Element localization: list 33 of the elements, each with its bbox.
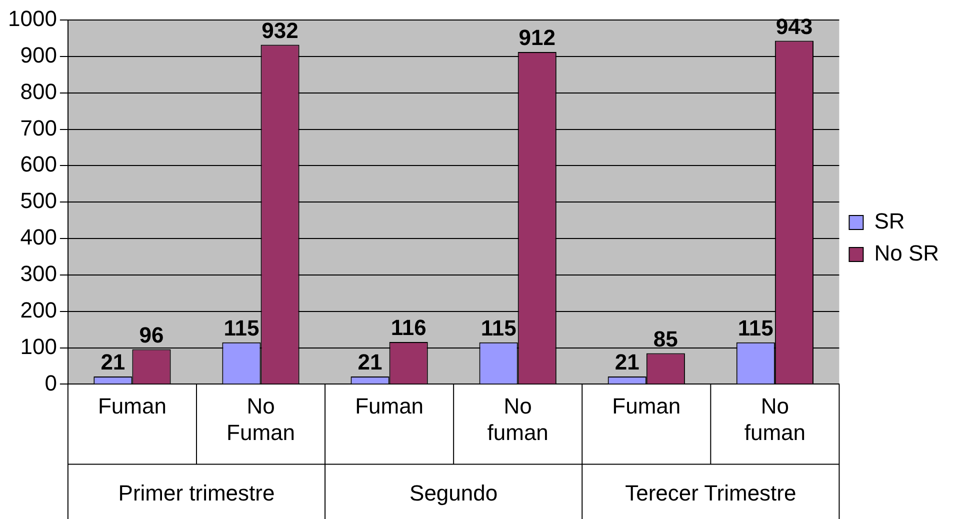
text: Primer trimestre xyxy=(118,480,275,506)
y-tick-label: 800 xyxy=(20,78,57,104)
data-label: 932 xyxy=(262,18,298,43)
data-label: 115 xyxy=(480,315,516,340)
data-label: 21 xyxy=(358,350,382,375)
y-tick-label: 1000 xyxy=(8,6,57,32)
data-label: 115 xyxy=(738,315,774,340)
text: Segundo xyxy=(410,480,498,506)
y-tick-label: 100 xyxy=(20,334,57,359)
y-tick-label: 200 xyxy=(20,297,57,322)
x-tick-label: No fuman xyxy=(487,393,548,445)
text: Terecer Trimestre xyxy=(625,480,796,506)
y-tick-label: 600 xyxy=(20,152,57,177)
data-label: 115 xyxy=(224,315,260,340)
data-label: 85 xyxy=(653,326,678,352)
y-tick-label: 500 xyxy=(20,188,57,214)
y-tick-label: 900 xyxy=(20,42,57,68)
data-label: 912 xyxy=(518,25,556,50)
data-label: 96 xyxy=(139,322,164,348)
data-label: 21 xyxy=(614,350,640,375)
data-label: 21 xyxy=(100,350,126,375)
y-tick-label: 0 xyxy=(44,370,57,396)
legend-label: No SR xyxy=(874,240,939,266)
x-tick-label: Fuman xyxy=(355,393,424,418)
x-tick-label: Fuman xyxy=(612,393,681,418)
data-label: 116 xyxy=(390,315,426,340)
y-tick-label: 400 xyxy=(20,224,57,250)
x-tick-label: Fuman xyxy=(98,393,166,418)
x-tick-label: No fuman xyxy=(744,393,806,445)
x-tick-label: No Fuman xyxy=(226,393,295,445)
y-tick-label: 300 xyxy=(20,261,57,286)
legend-label: SR xyxy=(874,208,905,234)
y-tick-label: 700 xyxy=(20,115,57,140)
